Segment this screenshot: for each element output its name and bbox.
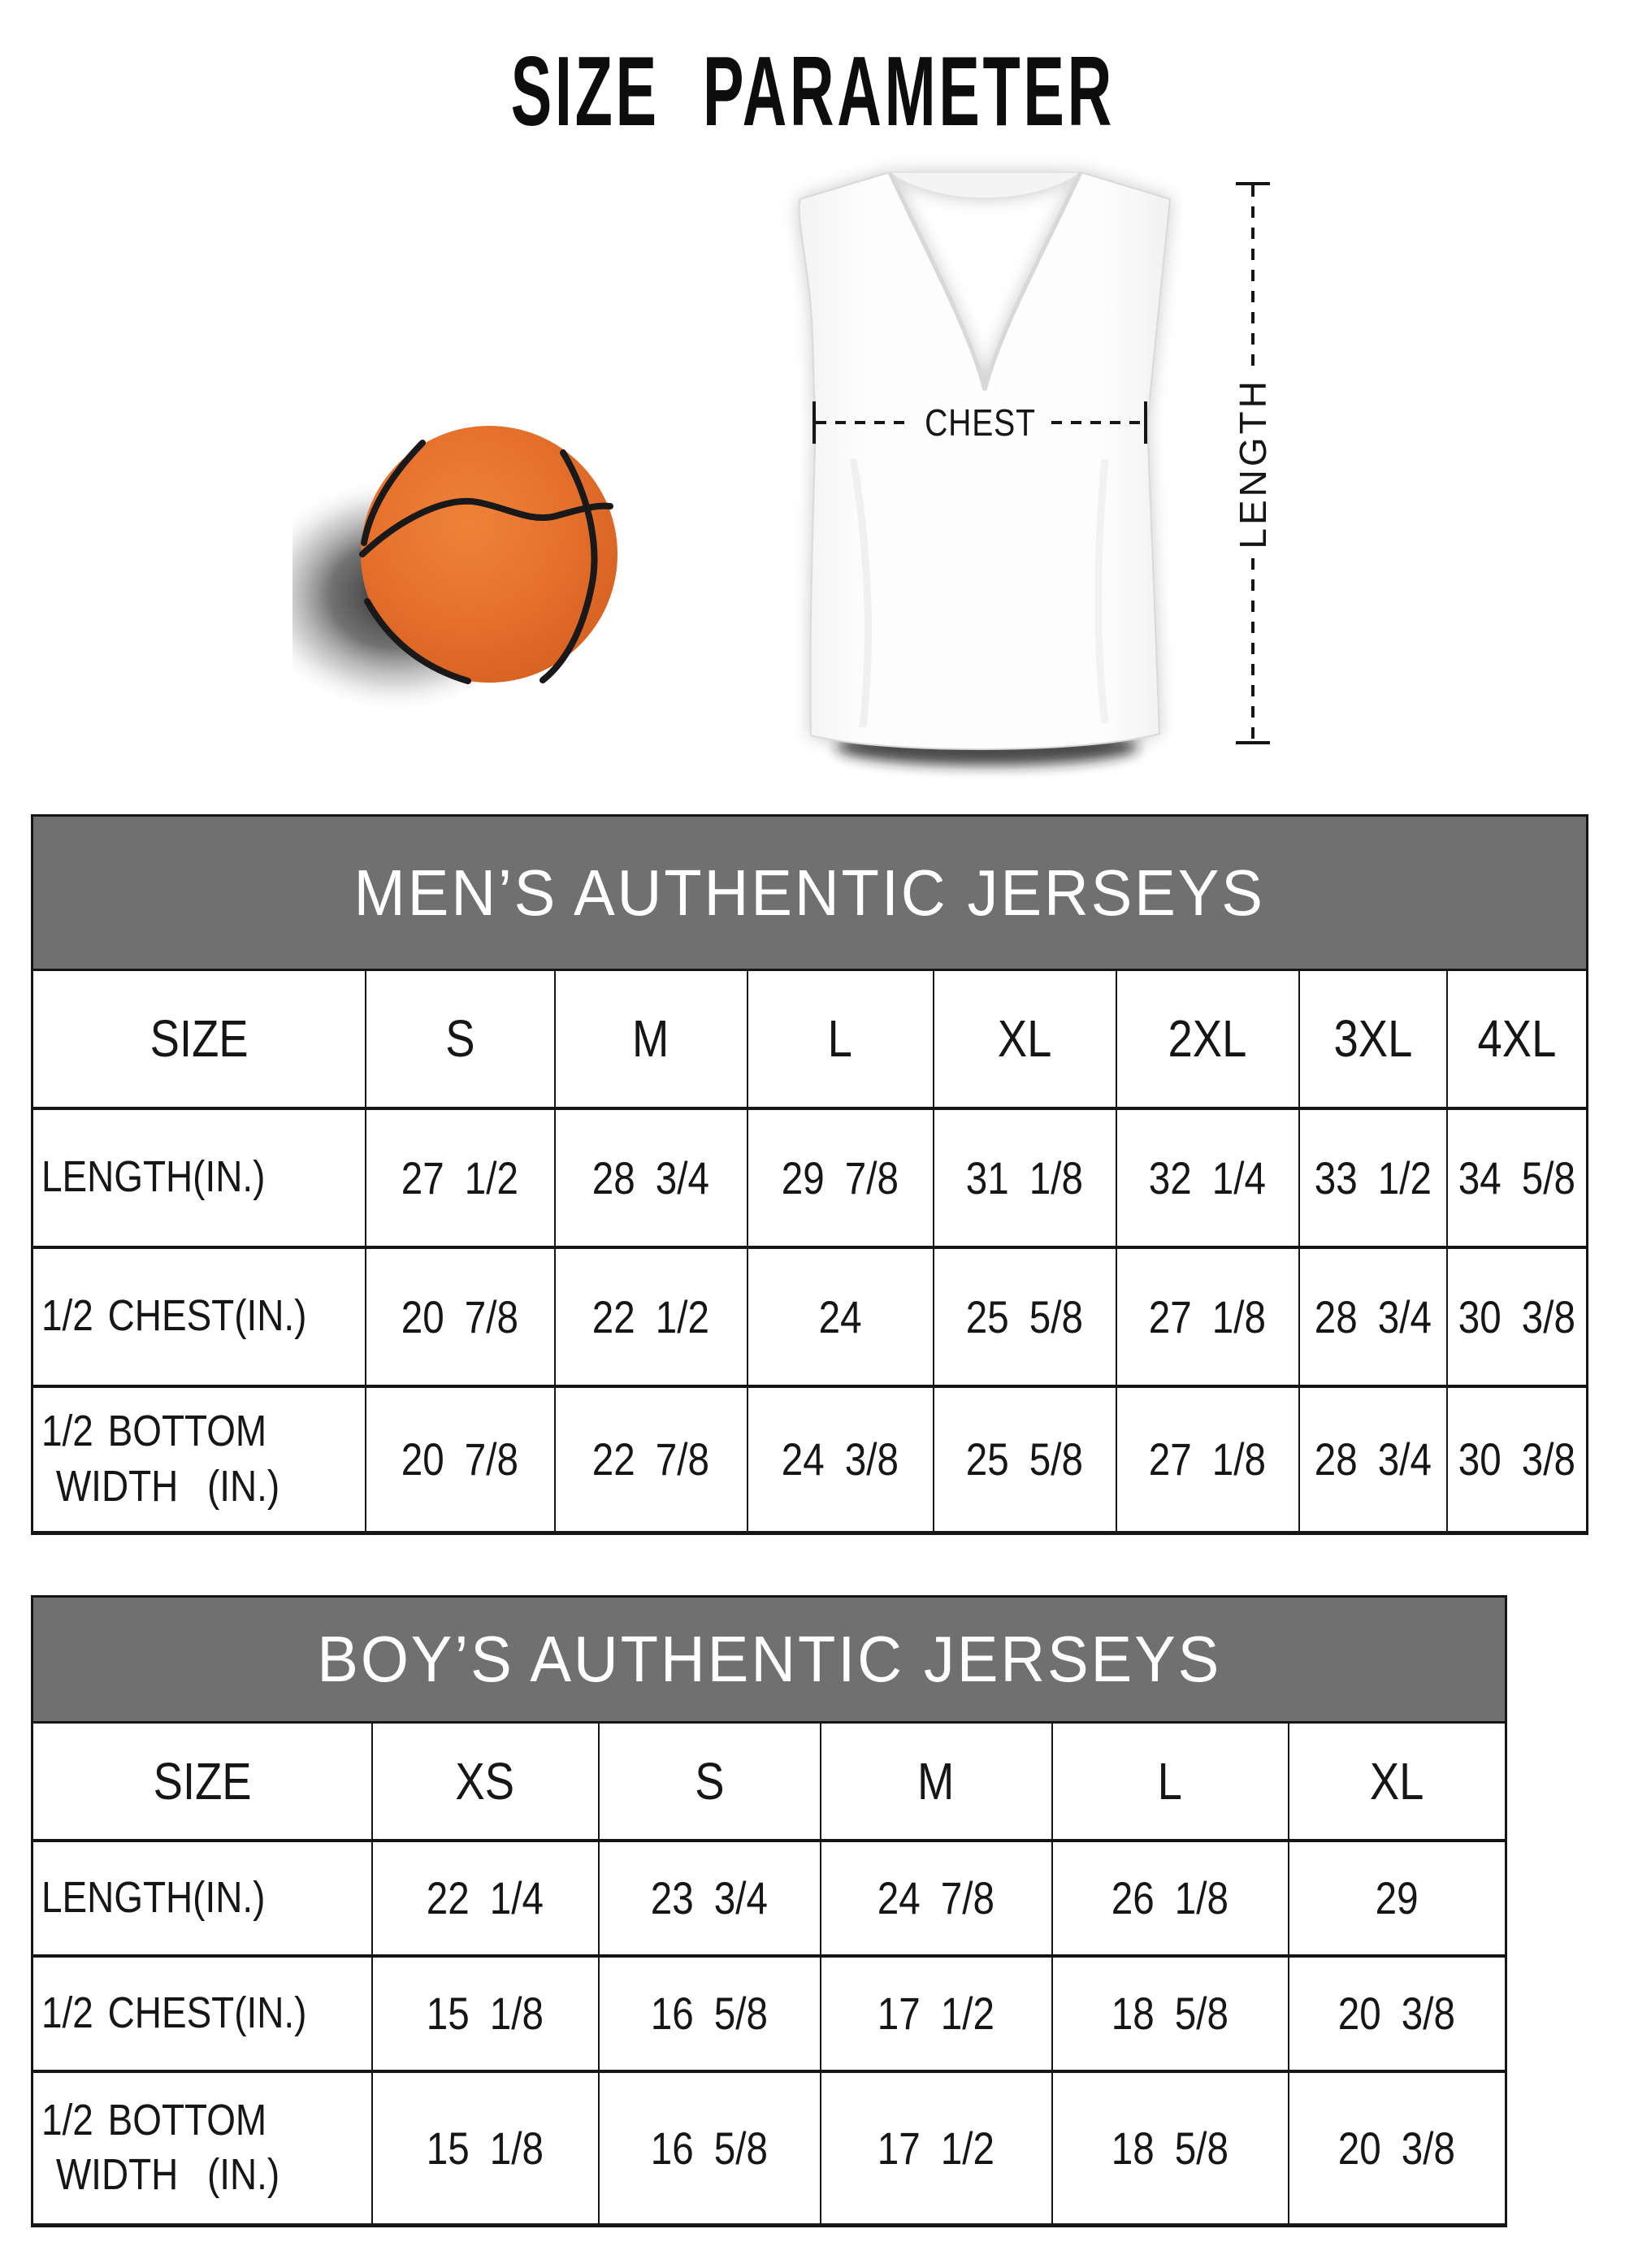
column-header-size: SIZE xyxy=(31,1721,373,1842)
boys-table-banner-row: BOY’S AUTHENTIC JERSEYS xyxy=(30,1595,1508,1724)
table-cell: 24 xyxy=(746,1245,934,1388)
column-header: M xyxy=(553,969,748,1110)
column-header: 4XL xyxy=(1445,969,1589,1110)
table-cell: 25 5/8 xyxy=(932,1384,1117,1535)
table-cell: 18 5/8 xyxy=(1051,2069,1289,2227)
dashed-line xyxy=(1251,185,1254,368)
column-header: XS xyxy=(370,1721,600,1842)
dashed-line xyxy=(1251,558,1254,741)
jersey-icon xyxy=(798,171,1172,765)
table-cell: 28 3/4 xyxy=(553,1106,748,1249)
column-header: XL xyxy=(1287,1721,1508,1842)
table-cell: 31 1/8 xyxy=(932,1106,1117,1249)
boys-table-title: BOY’S AUTHENTIC JERSEYS xyxy=(317,1623,1221,1695)
column-header: L xyxy=(1051,1721,1289,1842)
dashed-line xyxy=(1051,421,1144,424)
dashed-line xyxy=(816,421,908,424)
dimension-tick xyxy=(1236,741,1270,744)
table-row-length: LENGTH(IN.) 27 1/2 28 3/4 29 7/8 31 1/8 … xyxy=(31,1106,1589,1249)
table-cell: 25 5/8 xyxy=(932,1245,1117,1388)
row-label-cell: LENGTH(IN.) xyxy=(31,1838,373,1958)
chest-dimension-line: CHEST xyxy=(812,401,1147,444)
column-header: 2XL xyxy=(1115,969,1300,1110)
mens-table-title: MEN’S AUTHENTIC JERSEYS xyxy=(353,856,1266,929)
table-row-chest: 1/2 CHEST(IN.) 20 7/8 22 1/2 24 25 5/8 2… xyxy=(31,1245,1589,1388)
chest-label: CHEST xyxy=(908,401,1052,444)
row-label-cell: 1/2 BOTTOM WIDTH (IN.) xyxy=(31,1384,366,1535)
boys-size-table: BOY’S AUTHENTIC JERSEYS SIZE XS S M L XL… xyxy=(30,1595,1508,2227)
dimension-tick xyxy=(1236,182,1270,185)
ball-body xyxy=(361,426,618,683)
table-cell: 20 7/8 xyxy=(364,1384,556,1535)
table-cell: 34 5/8 xyxy=(1445,1106,1589,1249)
row-label-cell: 1/2 BOTTOM WIDTH (IN.) xyxy=(31,2069,373,2227)
jersey-body xyxy=(798,171,1172,750)
table-cell: 18 5/8 xyxy=(1051,1954,1289,2073)
mens-table-banner: MEN’S AUTHENTIC JERSEYS xyxy=(30,814,1589,971)
row-label-cell: LENGTH(IN.) xyxy=(31,1106,366,1249)
table-cell: 22 1/4 xyxy=(370,1838,600,1958)
table-cell: 22 1/2 xyxy=(553,1245,748,1388)
table-cell: 28 3/4 xyxy=(1298,1384,1448,1535)
table-cell: 29 7/8 xyxy=(746,1106,934,1249)
ball-seams xyxy=(359,440,613,684)
length-label: LENGTH xyxy=(1232,377,1274,549)
column-header: L xyxy=(746,969,934,1110)
mens-table-header-row: SIZE S M L XL 2XL 3XL 4XL xyxy=(31,969,1589,1110)
table-cell: 27 1/8 xyxy=(1115,1384,1300,1535)
mens-size-table: MEN’S AUTHENTIC JERSEYS SIZE S M L XL 2X… xyxy=(30,814,1589,1535)
table-cell: 17 1/2 xyxy=(819,2069,1053,2227)
table-cell: 17 1/2 xyxy=(819,1954,1053,2073)
table-cell: 23 3/4 xyxy=(597,1838,821,1958)
boys-table-header-row: SIZE XS S M L XL xyxy=(31,1721,1508,1842)
column-header: M xyxy=(819,1721,1053,1842)
table-cell: 24 7/8 xyxy=(819,1838,1053,1958)
row-label-cell: 1/2 CHEST(IN.) xyxy=(31,1954,373,2073)
column-header: S xyxy=(364,969,556,1110)
dimension-tick xyxy=(1144,401,1147,444)
mens-table-banner-row: MEN’S AUTHENTIC JERSEYS xyxy=(30,814,1589,971)
table-cell: 15 1/8 xyxy=(370,1954,600,2073)
table-row-bottom-width: 1/2 BOTTOM WIDTH (IN.) 15 1/8 16 5/8 17 … xyxy=(31,2069,1508,2227)
table-cell: 28 3/4 xyxy=(1298,1245,1448,1388)
table-cell: 16 5/8 xyxy=(597,2069,821,2227)
page-title: SIZE PARAMETER xyxy=(0,34,1625,148)
table-cell: 15 1/8 xyxy=(370,2069,600,2227)
table-row-chest: 1/2 CHEST(IN.) 15 1/8 16 5/8 17 1/2 18 5… xyxy=(31,1954,1508,2073)
table-cell: 30 3/8 xyxy=(1445,1245,1589,1388)
column-header: S xyxy=(597,1721,821,1842)
chest-label-text: CHEST xyxy=(924,401,1036,444)
dimension-tick xyxy=(812,401,816,444)
table-cell: 24 3/8 xyxy=(746,1384,934,1535)
table-row-bottom-width: 1/2 BOTTOM WIDTH (IN.) 20 7/8 22 7/8 24 … xyxy=(31,1384,1589,1535)
basketball-icon xyxy=(292,426,618,713)
column-header: XL xyxy=(932,969,1117,1110)
column-header-size: SIZE xyxy=(31,969,366,1110)
table-cell: 33 1/2 xyxy=(1298,1106,1448,1249)
table-cell: 27 1/2 xyxy=(364,1106,556,1249)
length-dimension-line: LENGTH xyxy=(1220,182,1285,744)
table-cell: 26 1/8 xyxy=(1051,1838,1289,1958)
table-cell: 16 5/8 xyxy=(597,1954,821,2073)
table-cell: 22 7/8 xyxy=(553,1384,748,1535)
table-row-length: LENGTH(IN.) 22 1/4 23 3/4 24 7/8 26 1/8 … xyxy=(31,1838,1508,1958)
table-cell: 20 3/8 xyxy=(1287,2069,1508,2227)
row-label-cell: 1/2 CHEST(IN.) xyxy=(31,1245,366,1388)
boys-table-banner: BOY’S AUTHENTIC JERSEYS xyxy=(30,1595,1508,1724)
table-cell: 20 7/8 xyxy=(364,1245,556,1388)
table-cell: 30 3/8 xyxy=(1445,1384,1589,1535)
table-cell: 20 3/8 xyxy=(1287,1954,1508,2073)
column-header: 3XL xyxy=(1298,969,1448,1110)
page-title-text: SIZE PARAMETER xyxy=(510,36,1115,146)
table-cell: 29 xyxy=(1287,1838,1508,1958)
table-cell: 32 1/4 xyxy=(1115,1106,1300,1249)
table-cell: 27 1/8 xyxy=(1115,1245,1300,1388)
